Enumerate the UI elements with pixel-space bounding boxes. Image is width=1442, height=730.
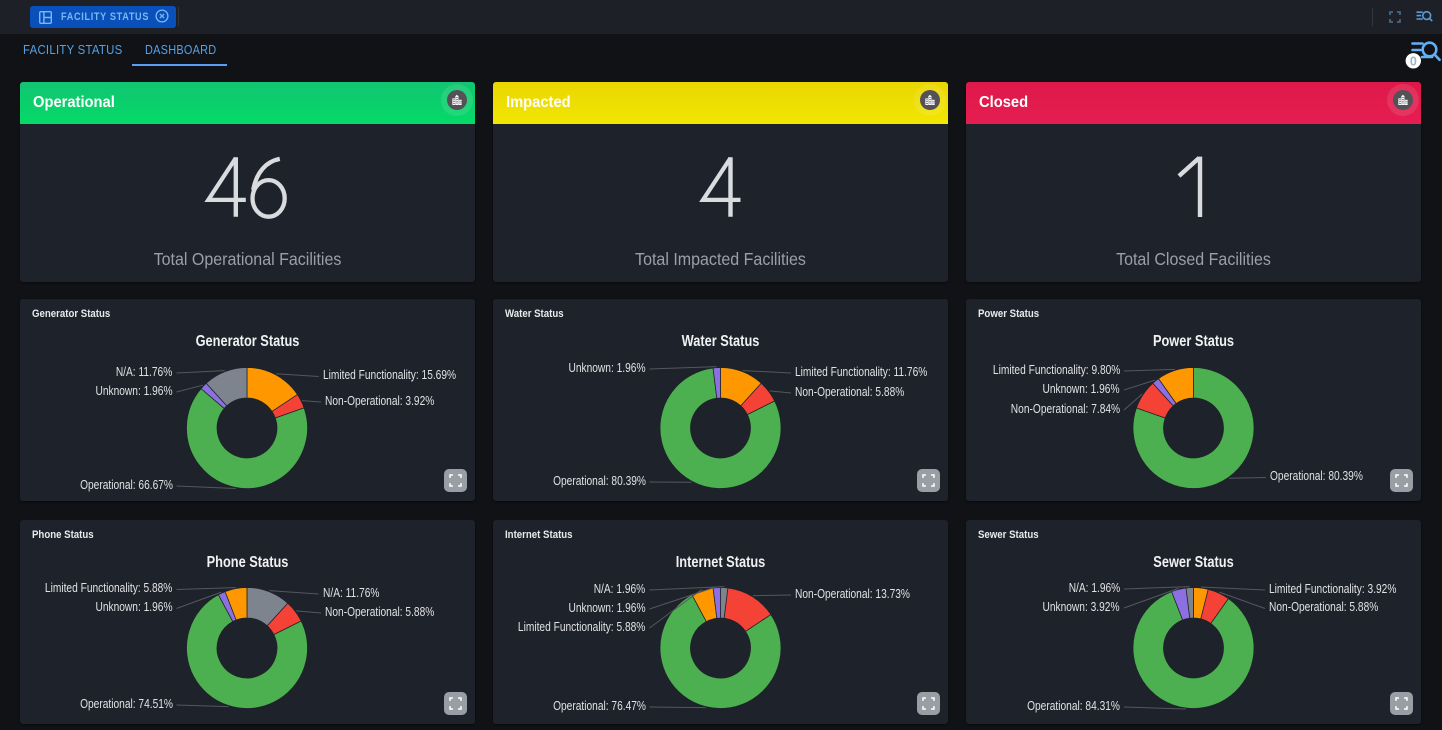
svg-text:0: 0 [1410, 54, 1417, 68]
